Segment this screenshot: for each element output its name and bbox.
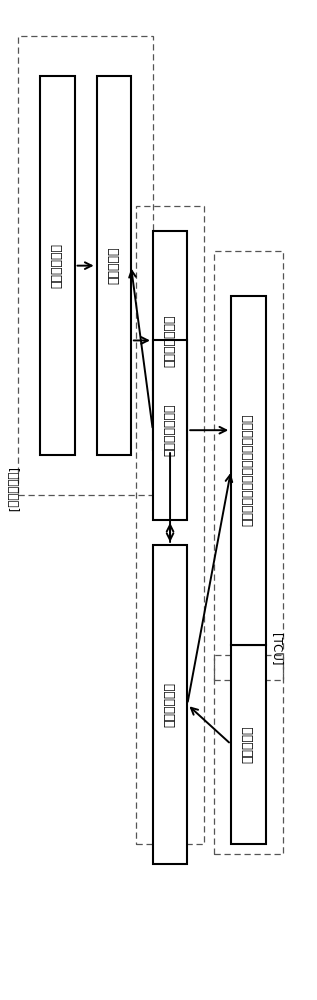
Text: 再生制动执行量: 再生制动执行量: [164, 404, 177, 456]
Text: 变速器状态: 变速器状态: [242, 726, 255, 763]
Text: [HCU]: [HCU]: [153, 851, 187, 864]
Bar: [18, 36, 153, 495]
Bar: [231, 296, 266, 645]
Text: 计算总制动量: 计算总制动量: [51, 243, 64, 288]
Text: [MCU]: [MCU]: [230, 684, 266, 697]
Bar: [153, 340, 187, 520]
Bar: [214, 251, 283, 680]
Bar: [214, 655, 283, 854]
Bar: [96, 76, 131, 455]
Text: 再生制动许可量: 再生制动许可量: [164, 314, 177, 367]
Text: 再生制动命令: 再生制动命令: [164, 682, 177, 727]
Bar: [153, 231, 187, 450]
Text: [TCU]: [TCU]: [270, 633, 283, 666]
Bar: [40, 76, 74, 455]
Text: 逆变器控制和电动机输出扭矩发送: 逆变器控制和电动机输出扭矩发送: [242, 414, 255, 526]
Bar: [231, 645, 266, 844]
Text: [制动控制器]: [制动控制器]: [5, 468, 18, 512]
Text: 制动力分配: 制动力分配: [107, 247, 120, 284]
Bar: [136, 206, 204, 844]
Bar: [153, 545, 187, 864]
